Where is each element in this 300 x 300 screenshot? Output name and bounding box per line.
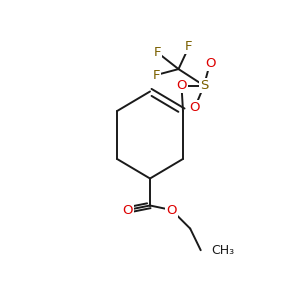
Text: S: S (200, 79, 208, 92)
Text: O: O (122, 203, 133, 217)
Text: F: F (185, 40, 193, 53)
Text: O: O (190, 101, 200, 114)
Text: F: F (154, 46, 161, 59)
Text: O: O (166, 203, 177, 217)
Text: O: O (176, 79, 187, 92)
Text: O: O (205, 57, 215, 70)
Text: F: F (152, 69, 160, 82)
Text: CH₃: CH₃ (211, 244, 234, 257)
